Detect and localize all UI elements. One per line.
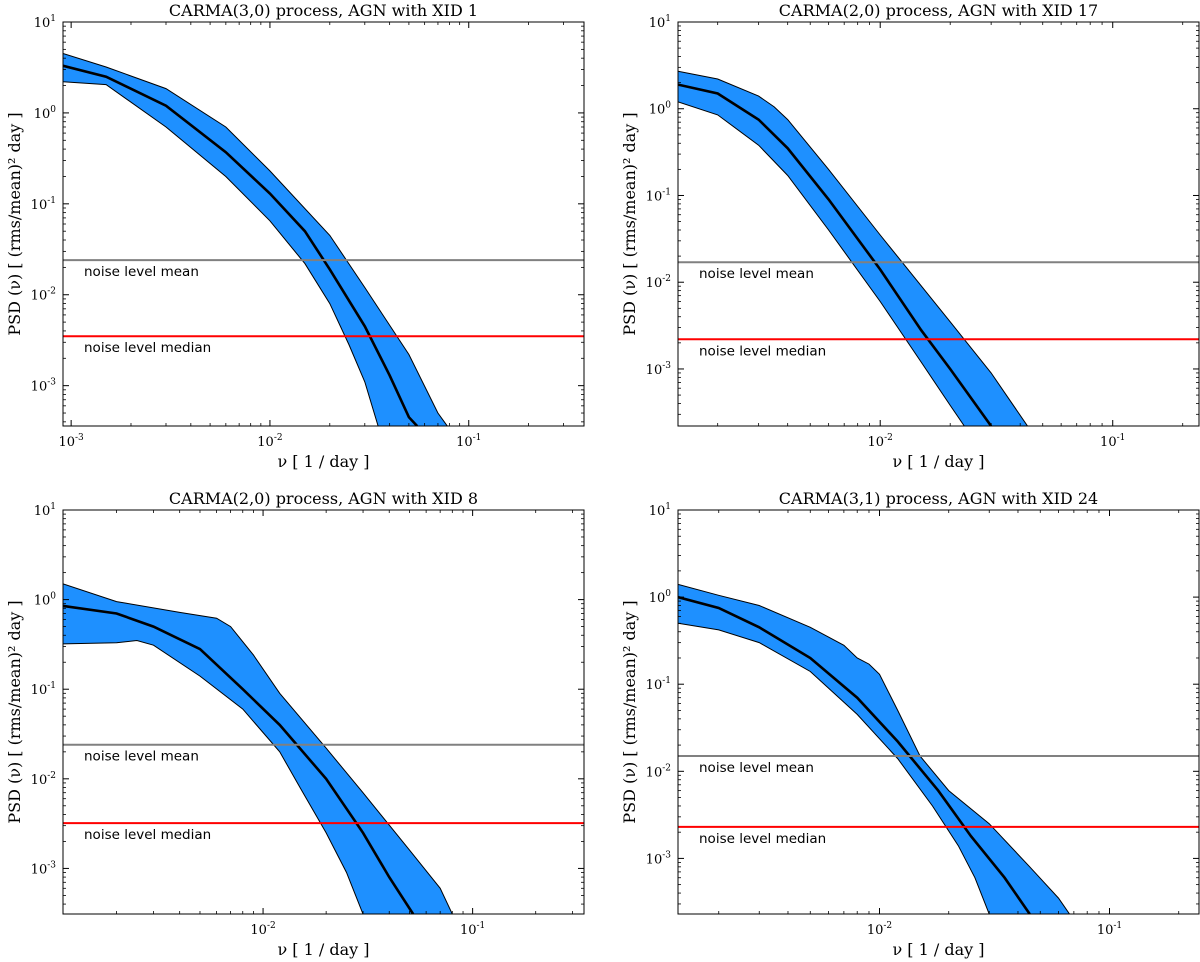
x-tick-label: 10-1 [1097,921,1122,938]
x-axis-label: ν [ 1 / day ] [277,452,369,471]
psd-median-line [678,595,1031,914]
chart-title: CARMA(2,0) process, AGN with XID 8 [169,489,478,508]
y-tick-label: 10-2 [646,274,671,291]
y-axis-label: PSD (ν) [ (rms/mean)² day ] [620,112,639,335]
x-tick-label: 10-2 [257,433,282,450]
y-tick-label: 10-3 [31,378,57,395]
axes-frame [62,509,585,915]
y-tick-label: 10-1 [31,196,56,213]
psd-credible-band [63,583,453,914]
panel-2: noise level mean noise level median 10-2 10… [620,1,1200,471]
x-axis-label: ν [ 1 / day ] [892,452,984,471]
panel-1: noise level mean noise level median 10-3 10… [5,1,585,471]
y-tick-label: 100 [649,101,672,118]
y-tick-label: 101 [649,14,671,31]
panel-4: noise level mean noise level median 10-2 10… [620,489,1200,959]
axes-frame [677,21,1200,427]
panel-3: noise level mean noise level median 10-2 10… [5,489,585,959]
y-axis-label: PSD (ν) [ (rms/mean)² day ] [5,600,24,823]
plot-area [678,583,1199,914]
plot-area [63,583,584,914]
noise-median-label: noise level median [84,827,211,843]
y-tick-label: 100 [34,105,57,122]
plot-area [678,70,1199,426]
x-tick-label: 10-2 [868,433,893,450]
y-tick-label: 10-2 [31,287,56,304]
y-tick-label: 10-3 [646,850,672,867]
y-tick-label: 10-3 [31,860,57,877]
x-tick-label: 10-1 [456,433,481,450]
y-tick-label: 10-1 [646,187,671,204]
x-tick-label: 10-1 [460,921,485,938]
x-tick-label: 10-2 [250,921,275,938]
noise-mean-label: noise level mean [699,760,814,776]
y-tick-label: 101 [34,502,56,519]
noise-median-label: noise level median [84,340,211,356]
psd-median-line [678,83,993,426]
y-tick-label: 100 [34,592,57,609]
chart-title: CARMA(2,0) process, AGN with XID 17 [779,1,1098,20]
chart-title: CARMA(3,1) process, AGN with XID 24 [779,489,1098,508]
y-tick-label: 101 [34,14,56,31]
y-tick-label: 101 [649,502,671,519]
noise-mean-label: noise level mean [699,266,814,282]
psd-credible-band [63,52,448,426]
y-tick-label: 10-2 [646,763,671,780]
x-tick-label: 10-2 [867,921,892,938]
noise-mean-label: noise level mean [84,264,199,280]
y-axis-label: PSD (ν) [ (rms/mean)² day ] [620,600,639,823]
psd-median-line [63,604,415,914]
noise-mean-label: noise level mean [84,749,199,765]
x-axis-label: ν [ 1 / day ] [892,940,984,959]
psd-credible-band [678,583,1071,914]
x-tick-label: 10-1 [1100,433,1125,450]
plot-area [63,52,584,426]
y-axis-label: PSD (ν) [ (rms/mean)² day ] [5,112,24,335]
y-tick-label: 10-2 [31,771,56,788]
y-tick-label: 10-1 [31,681,56,698]
psd-median-line [63,64,419,426]
x-axis-label: ν [ 1 / day ] [277,940,369,959]
y-tick-label: 10-3 [646,361,672,378]
axes-frame [677,509,1200,915]
y-tick-label: 100 [649,589,672,606]
psd-credible-band [678,70,1029,426]
noise-median-label: noise level median [699,343,826,359]
y-tick-label: 10-1 [646,676,671,693]
chart-title: CARMA(3,0) process, AGN with XID 1 [169,1,478,20]
noise-median-label: noise level median [699,831,826,847]
x-tick-label: 10-3 [58,433,84,450]
